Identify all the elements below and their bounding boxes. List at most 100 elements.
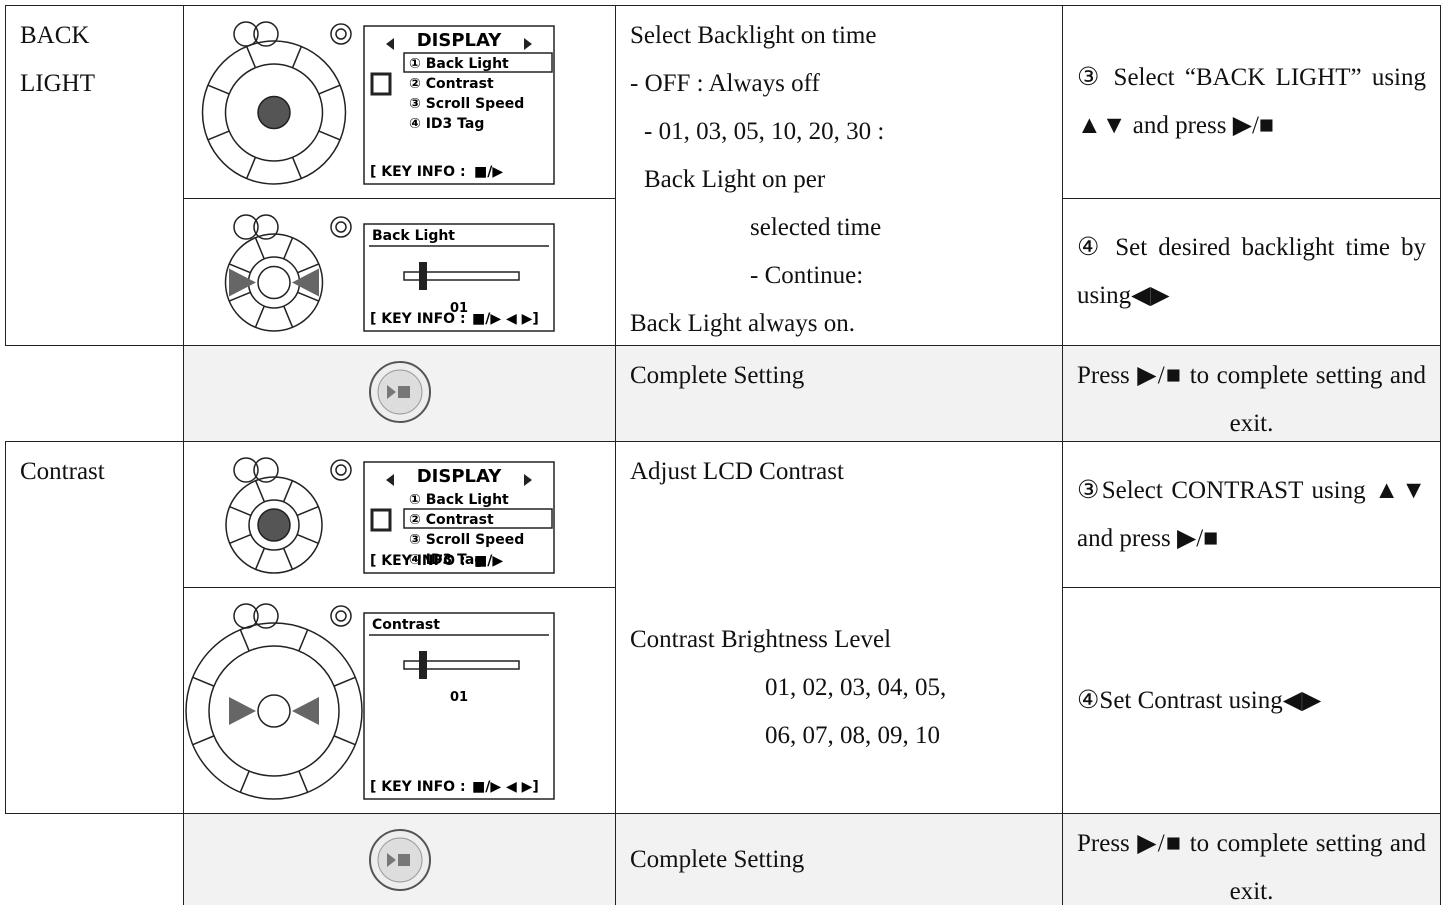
wheel-divider xyxy=(283,305,294,328)
button xyxy=(330,216,352,238)
wheel-divider xyxy=(254,305,265,328)
button xyxy=(253,457,279,483)
lcd-item: ③ Scroll Speed xyxy=(409,532,524,548)
description-line: 01, 02, 03, 04, 05, xyxy=(765,674,947,701)
lcd-item: ③ Scroll Speed xyxy=(409,96,524,112)
button xyxy=(335,221,347,233)
arrow-highlight xyxy=(229,268,319,297)
description-line: - 01, 03, 05, 10, 20, 30 : xyxy=(644,118,885,145)
wheel-divider xyxy=(297,291,320,302)
button xyxy=(253,21,279,47)
description-line: - OFF : Always off xyxy=(630,70,820,97)
instruction-cell: ③Select CONTRAST using ▲▼ and press ▶/■ xyxy=(1062,441,1441,588)
play-cell xyxy=(183,813,616,905)
key-info: [ KEY INFO : xyxy=(370,164,466,180)
button xyxy=(330,459,352,481)
wheel xyxy=(224,233,324,332)
instruction: ④Set Contrast using◀▶ xyxy=(1077,686,1322,714)
empty-cell xyxy=(5,345,183,441)
wheel-divider xyxy=(229,505,252,517)
instruction: ④ Set desired backlight time by using◀▶ xyxy=(1077,234,1426,309)
center-button xyxy=(257,265,291,300)
wheel-divider xyxy=(254,237,265,260)
description-heading: Select Backlight on time xyxy=(630,22,877,49)
center-button xyxy=(257,508,291,542)
wheel-divider xyxy=(296,505,319,517)
lcd-item: ② Contrast xyxy=(409,512,494,528)
description-heading: Adjust LCD Contrast xyxy=(630,458,844,485)
icon xyxy=(370,72,392,96)
center-button xyxy=(257,95,291,130)
complete-instruction-text: Press ▶/■ to complete setting and exit. xyxy=(1077,830,1426,905)
wheel xyxy=(225,476,323,574)
play-button-icon xyxy=(369,829,431,891)
wheel-divider xyxy=(207,130,230,141)
description-line: 06, 07, 08, 09, 10 xyxy=(765,722,940,749)
wheel-divider xyxy=(296,533,319,545)
instruction-cell: ④Set Contrast using◀▶ xyxy=(1062,587,1441,814)
complete-instruction: Press ▶/■ to complete setting and exit. xyxy=(1062,345,1441,442)
arrow-highlight xyxy=(229,697,319,725)
selection xyxy=(403,508,553,529)
keys: ■/▶ xyxy=(474,553,503,569)
complete-text: Complete Setting xyxy=(630,362,805,389)
wheel-divider xyxy=(291,157,303,179)
instruction-cell: ③ Select “BACK LIGHT” using ▲▼ and press… xyxy=(1062,5,1441,199)
instruction: ③Select CONTRAST using ▲▼ and press ▶/■ xyxy=(1077,476,1426,552)
wheel-divider xyxy=(282,547,294,570)
slider-value: 01 xyxy=(450,301,468,316)
lcd-title: Contrast xyxy=(372,617,440,633)
device-illustration: Contrast 01 [ KEY INFO : ■/▶ ◀ ▶] xyxy=(185,603,555,800)
description-detail: Contrast Brightness Level 01, 02, 03, 04,… xyxy=(630,616,1048,760)
lcd-screen xyxy=(363,25,555,185)
button xyxy=(233,457,259,483)
key-info: [ KEY INFO : xyxy=(370,779,466,795)
keys: ■/▶ xyxy=(474,164,503,180)
wheel xyxy=(201,40,347,185)
description-line: Back Light always on. xyxy=(630,310,855,337)
instruction: ③ Select “BACK LIGHT” using ▲▼ and press… xyxy=(1077,64,1426,139)
play-glyph xyxy=(387,385,396,399)
description-cell: Adjust LCD Contrast Contrast Brightness L… xyxy=(615,441,1063,814)
description-detail: - OFF : Always off - 01, 03, 05, 10, 20, … xyxy=(630,60,1048,348)
device-illustration: DISPLAY ① Back Light ② Contrast ③ Scroll Sp… xyxy=(225,457,555,574)
description-line: Back Light on per xyxy=(644,166,826,193)
slider-thumb xyxy=(419,262,427,290)
description-line: - Continue: xyxy=(750,262,864,289)
play-button-icon xyxy=(369,361,431,423)
complete-instruction: Press ▶/■ to complete setting and exit. xyxy=(1062,813,1441,905)
wheel-divider xyxy=(207,84,230,95)
device-cell: DISPLAY ① Back Light ② Contrast ③ Scroll Sp… xyxy=(183,5,616,199)
wheel-divider xyxy=(318,130,341,141)
button xyxy=(330,605,352,627)
complete-description: Complete Setting xyxy=(615,345,1063,442)
icon xyxy=(370,508,392,532)
wheel-divider xyxy=(298,629,309,652)
lcd-item: ④ ID3 Tag xyxy=(409,552,484,568)
device-cell: DISPLAY ① Back Light ② Contrast ③ Scroll Sp… xyxy=(183,441,616,588)
wheel-inner xyxy=(208,645,340,777)
stop-glyph xyxy=(398,386,410,398)
lcd-title: Back Light xyxy=(372,228,455,244)
button xyxy=(335,28,347,40)
lcd-screen xyxy=(363,612,555,800)
lcd-title: DISPLAY xyxy=(417,466,502,487)
slider-thumb xyxy=(419,651,427,679)
wheel-divider xyxy=(333,735,356,746)
device-cell: Back Light 01[ KEY INFO : ■/▶ ◀ ▶] xyxy=(183,198,616,346)
wheel-divider xyxy=(239,770,250,793)
selection xyxy=(403,52,553,73)
stop-glyph xyxy=(398,854,410,866)
label-line: BACK xyxy=(20,22,90,49)
button xyxy=(253,214,279,240)
description-line: Contrast Brightness Level xyxy=(630,626,892,653)
empty-cell xyxy=(5,813,183,905)
device-cell: Contrast 01 [ KEY INFO : ■/▶ ◀ ▶] xyxy=(183,587,616,814)
lcd-item: ② Contrast xyxy=(409,76,494,92)
lcd-title: DISPLAY xyxy=(417,30,502,51)
lcd-item: ① Back Light xyxy=(409,492,509,508)
slider-track xyxy=(403,660,520,670)
button xyxy=(253,603,279,629)
wheel-divider xyxy=(192,735,215,746)
play-cell xyxy=(183,345,616,442)
